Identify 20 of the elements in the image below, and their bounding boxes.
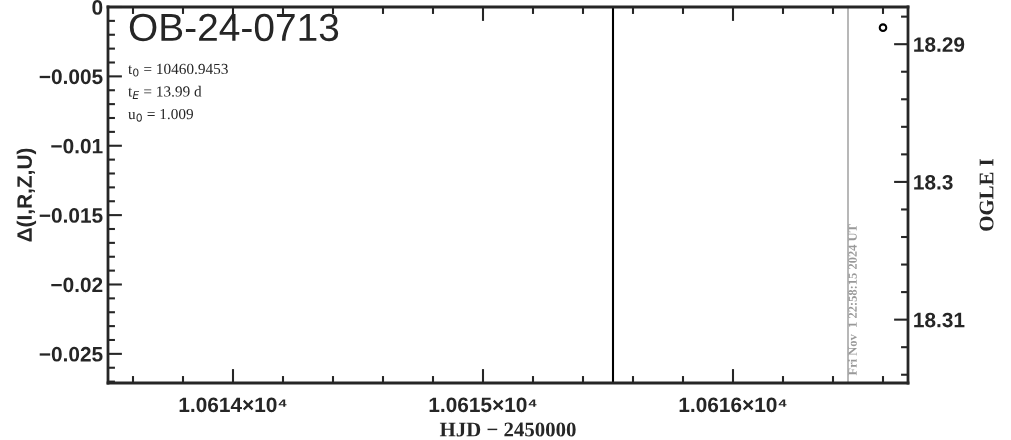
annotation: Fri Nov 1 22:58:15 2024 UT [848,224,857,376]
y-tick-label: −0.015 [39,208,103,223]
y2-axis-title: OGLE I [979,158,994,231]
y2-tick-label: 18.29 [914,37,965,52]
y-tick-label: −0.02 [51,277,103,293]
y-tick-label: −0.025 [39,346,103,362]
y-tick-label: −0.005 [39,69,103,85]
x-tick-label: 1.0615×10⁴ [429,397,537,413]
annotation: t$_{E}$ = 13.99 d [128,85,202,99]
chart-title: OB-24-0713 [129,13,339,42]
x-tick-label: 1.0614×10⁴ [179,397,287,413]
y2-tick-label: 18.31 [914,312,965,328]
y-axis-title: Δ(I,R,Z,U) [16,148,37,242]
x-tick-label: 1.0616×10⁴ [679,397,787,413]
x-axis-title: HJD − 2450000 [439,422,576,437]
y-tick-label: 0 [92,0,103,15]
annotation: u$_{0}$ = 1.009 [128,108,194,122]
y2-tick-label: 18.3 [914,174,953,190]
annotation: t$_{0}$ = 10460.9453 [128,63,228,77]
y-tick-label: −0.01 [51,138,103,154]
